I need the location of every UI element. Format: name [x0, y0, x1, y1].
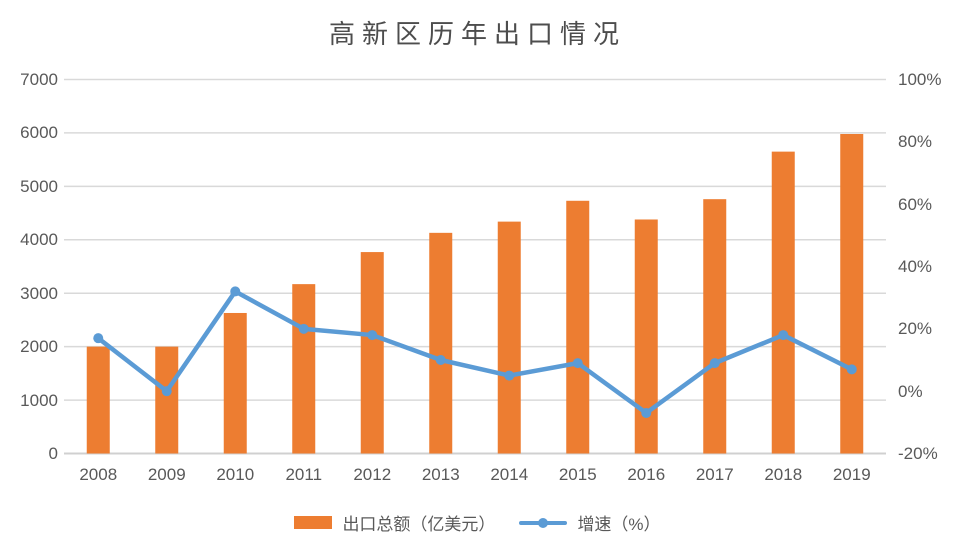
x-tick-2018: 2018 [764, 465, 803, 484]
legend: 出口总额（亿美元） 增速（%） [0, 510, 955, 535]
line-point-2017 [709, 358, 720, 369]
x-tick-2009: 2009 [147, 465, 186, 484]
y-right-tick--20%: -20% [898, 444, 938, 463]
legend-line-swatch [519, 516, 568, 530]
y-right-tick-40%: 40% [898, 257, 933, 276]
bar-2019 [840, 133, 864, 454]
x-tick-2016: 2016 [627, 465, 666, 484]
legend-bar-swatch [294, 516, 333, 529]
x-tick-2010: 2010 [216, 465, 255, 484]
y-left-tick-1000: 1000 [20, 390, 58, 410]
y-right-tick-100%: 100% [898, 70, 942, 89]
bar-2014 [497, 221, 521, 454]
line-point-2016 [641, 407, 652, 418]
y-right-tick-20%: 20% [898, 319, 933, 339]
line-point-2014 [504, 370, 515, 381]
y-left-tick-4000: 4000 [20, 230, 58, 250]
y-right-tick-80%: 80% [898, 132, 933, 152]
y-left-tick-6000: 6000 [20, 123, 58, 143]
legend-line-marker-icon [538, 517, 549, 528]
x-tick-2011: 2011 [285, 465, 323, 484]
x-tick-2017: 2017 [695, 465, 734, 484]
x-tick-2008: 2008 [79, 465, 118, 484]
bar-2008 [86, 346, 110, 454]
line-point-2013 [435, 355, 446, 365]
line-point-2012 [367, 330, 378, 341]
y-right-tick-0%: 0% [898, 381, 923, 401]
line-point-2010 [230, 286, 241, 297]
x-tick-2015: 2015 [558, 465, 597, 484]
y-right-tick-60%: 60% [898, 194, 933, 214]
bar-2016 [634, 219, 658, 454]
line-point-2009 [161, 386, 172, 397]
x-tick-2014: 2014 [490, 465, 529, 484]
bar-2011 [292, 284, 316, 454]
line-point-2011 [298, 323, 309, 334]
bar-2015 [566, 200, 590, 454]
chart-title: 高新区历年出口情况 [328, 20, 626, 50]
y-left-tick-5000: 5000 [20, 176, 58, 196]
bar-2010 [223, 312, 247, 454]
legend-bar-label: 出口总额（亿美元） [342, 515, 496, 534]
line-point-2018 [778, 330, 789, 341]
y-left-tick-7000: 7000 [20, 70, 58, 89]
bar-2017 [703, 199, 727, 454]
y-left-tick-2000: 2000 [20, 337, 58, 357]
bar-2013 [429, 232, 453, 454]
y-left-tick-0: 0 [48, 444, 58, 463]
bar-2012 [360, 252, 384, 454]
x-tick-2013: 2013 [421, 465, 460, 484]
x-tick-2019: 2019 [832, 465, 871, 484]
line-point-2015 [572, 358, 583, 369]
line-point-2008 [93, 333, 104, 344]
legend-line-label: 增速（%） [577, 515, 661, 534]
y-left-tick-3000: 3000 [20, 283, 58, 303]
x-tick-2012: 2012 [353, 465, 392, 484]
bar-2018 [771, 151, 795, 454]
growth-line [96, 289, 854, 416]
line-point-2019 [846, 364, 857, 375]
bar-2009 [155, 346, 179, 454]
